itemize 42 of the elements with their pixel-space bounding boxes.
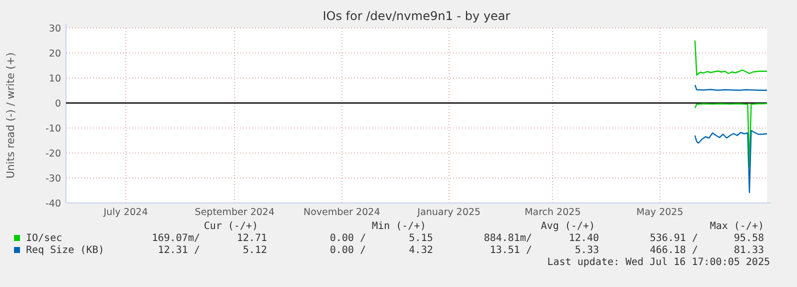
text: Last update: Wed Jul 16 17:00:05 2025: [547, 257, 770, 268]
y-tick-label: 20: [48, 48, 61, 60]
x-tick-label: September 2024: [194, 207, 275, 218]
text: 4.32: [408, 245, 433, 256]
text: 884.81m/: [484, 233, 532, 244]
y-tick-label: 30: [48, 23, 61, 34]
line-series: [694, 40, 768, 76]
text: 13.51 /: [490, 245, 532, 256]
chart-title: IOs for /dev/nvme9n1 - by year: [322, 9, 510, 23]
text: 12.31 /: [158, 245, 200, 256]
text: 0.00 /: [330, 245, 366, 256]
text: Cur (-/+): [204, 221, 258, 232]
y-tick-label: 0: [54, 98, 61, 110]
x-tick-label: January 2025: [416, 207, 481, 218]
text: 5.15: [408, 233, 433, 244]
x-tick-label: May 2025: [636, 207, 684, 218]
text: 536.91 /: [650, 233, 698, 244]
text: 5.33: [574, 245, 599, 256]
text: 95.58: [734, 233, 764, 244]
legend-label: Req Size (KB): [26, 245, 104, 256]
y-tick-label: -30: [45, 173, 61, 184]
y-tick-label: -40: [45, 198, 61, 210]
text: Avg (-/+): [540, 221, 595, 232]
text: 81.33: [734, 245, 764, 256]
text: 12.40: [568, 233, 599, 244]
text: 5.12: [242, 245, 267, 256]
text: Max (-/+): [710, 221, 764, 232]
legend-label: IO/sec: [26, 233, 62, 244]
y-axis-title: Units read (-) / write (+): [5, 52, 17, 179]
line-series: [694, 102, 768, 168]
y-tick-label: 10: [48, 73, 61, 84]
x-tick-label: July 2024: [102, 207, 148, 218]
text: Min (-/+): [372, 221, 426, 232]
x-tick-label: March 2025: [524, 207, 581, 218]
line-series: [694, 130, 768, 194]
text: 0.00 /: [330, 233, 366, 244]
y-tick-label: -20: [45, 148, 61, 160]
y-tick-label: -10: [45, 123, 61, 134]
text: 12.71: [236, 233, 267, 244]
x-tick-label: November 2024: [304, 207, 380, 218]
text: 169.07m/: [152, 233, 200, 244]
text: 466.18 /: [650, 245, 698, 256]
